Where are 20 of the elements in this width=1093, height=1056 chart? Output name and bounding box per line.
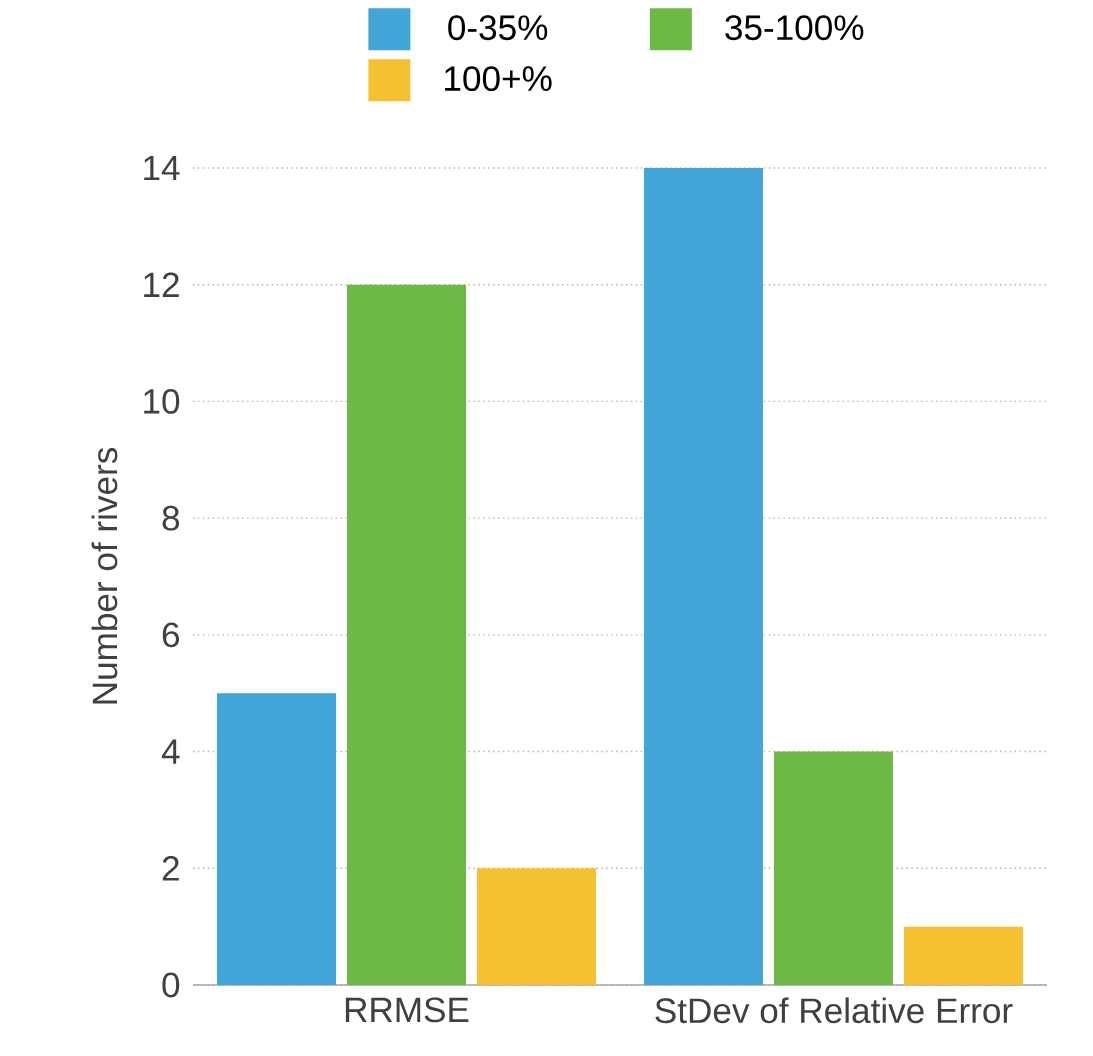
legend-label: 35-100%	[725, 15, 864, 41]
bar	[217, 693, 336, 985]
bar	[773, 751, 893, 985]
y-tick-label: 12	[144, 272, 179, 297]
bar	[347, 284, 466, 985]
bar	[476, 868, 596, 985]
y-tick-label: 2	[162, 856, 179, 881]
y-tick-label: 0	[162, 972, 180, 998]
y-tick-label: 10	[144, 388, 180, 414]
y-tick-label: 14	[144, 155, 180, 181]
bar	[643, 167, 763, 985]
x-tick-label: RRMSE	[345, 997, 469, 1023]
x-tick-label: StDev of Relative Error	[655, 997, 1013, 1024]
legend-label: 0-35%	[448, 15, 548, 41]
bar	[903, 926, 1023, 985]
legend-label: 100+%	[445, 66, 552, 92]
y-tick-label: 8	[162, 505, 180, 531]
y-axis-title: Number of rivers	[91, 447, 118, 704]
y-tick-label: 4	[161, 739, 180, 764]
y-tick-label: 6	[162, 622, 180, 648]
